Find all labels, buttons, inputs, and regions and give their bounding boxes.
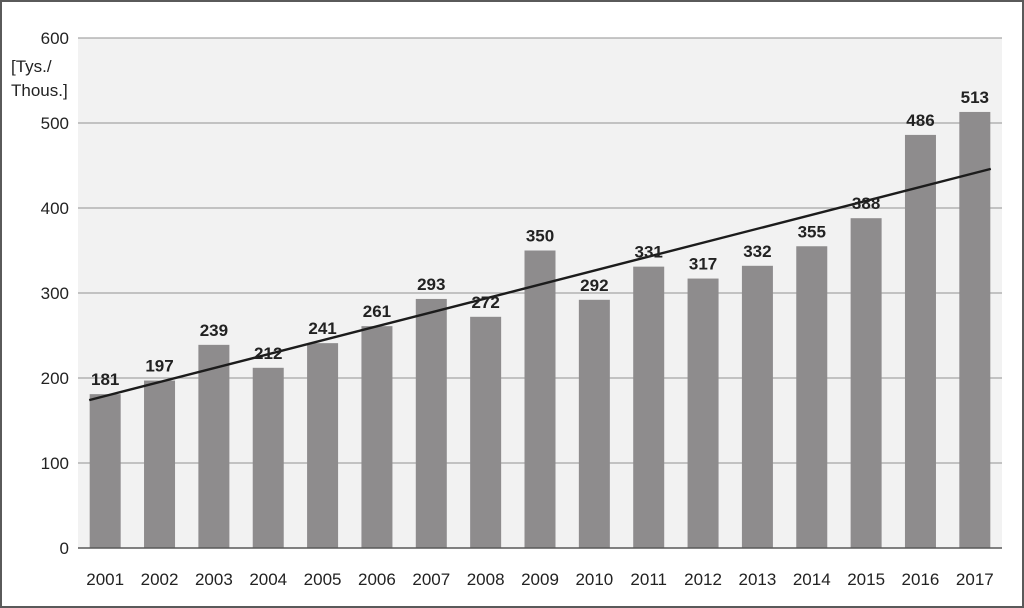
bar-2006 bbox=[361, 326, 393, 548]
data-label-2007: 293 bbox=[417, 275, 445, 294]
x-tick-label: 2009 bbox=[521, 570, 559, 589]
x-tick-label: 2015 bbox=[847, 570, 885, 589]
y-tick-label: 500 bbox=[41, 114, 69, 133]
bar-2013 bbox=[741, 265, 773, 548]
x-tick-label: 2001 bbox=[86, 570, 124, 589]
bar-2002 bbox=[144, 380, 176, 548]
bar-2003 bbox=[198, 344, 230, 548]
data-label-2005: 241 bbox=[308, 319, 336, 338]
data-label-2006: 261 bbox=[363, 302, 391, 321]
x-tick-label: 2014 bbox=[793, 570, 831, 589]
data-label-2013: 332 bbox=[743, 242, 771, 261]
data-label-2001: 181 bbox=[91, 370, 119, 389]
data-label-2011: 331 bbox=[635, 243, 663, 262]
bar-2007 bbox=[415, 298, 447, 548]
bar-2012 bbox=[687, 278, 719, 548]
x-tick-label: 2013 bbox=[738, 570, 776, 589]
data-label-2012: 317 bbox=[689, 255, 717, 274]
data-label-2009: 350 bbox=[526, 227, 554, 246]
data-label-2017: 513 bbox=[961, 88, 989, 107]
x-tick-label: 2006 bbox=[358, 570, 396, 589]
data-label-2008: 272 bbox=[471, 293, 499, 312]
y-tick-label: 600 bbox=[41, 29, 69, 48]
trend-line bbox=[88, 167, 992, 402]
x-tick-label: 2012 bbox=[684, 570, 722, 589]
data-label-2015: 388 bbox=[852, 194, 880, 213]
data-label-2014: 355 bbox=[798, 222, 826, 241]
x-tick-label: 2016 bbox=[902, 570, 940, 589]
y-tick-label: 200 bbox=[41, 369, 69, 388]
bar-2004 bbox=[252, 367, 284, 548]
y-tick-label: 100 bbox=[41, 454, 69, 473]
x-tick-label: 2011 bbox=[630, 570, 667, 589]
bar-2015 bbox=[850, 218, 882, 548]
bar-2016 bbox=[904, 134, 936, 548]
x-tick-label: 2005 bbox=[304, 570, 342, 589]
y-tick-label: 300 bbox=[41, 284, 69, 303]
x-tick-label: 2002 bbox=[141, 570, 179, 589]
x-tick-label: 2008 bbox=[467, 570, 505, 589]
x-tick-label: 2003 bbox=[195, 570, 233, 589]
bar-2017 bbox=[959, 111, 991, 548]
x-tick-label: 2017 bbox=[956, 570, 994, 589]
bar-2014 bbox=[796, 246, 828, 548]
y-axis-unit-line-2: Thous.] bbox=[11, 81, 68, 100]
bar-2001 bbox=[89, 394, 121, 548]
bar-2009 bbox=[524, 250, 556, 548]
data-label-2003: 239 bbox=[200, 321, 228, 340]
data-label-2002: 197 bbox=[145, 357, 173, 376]
x-axis-ticks: 2001 2002 2003 2004 2005 2006 2007 2008 2009 2010… bbox=[86, 570, 993, 589]
y-axis-ticks: 0 100 200 300 400 500 600 bbox=[41, 29, 69, 558]
data-labels: 181 197 239 212 241 261 293 272 350 292 331 317 332 3… bbox=[91, 88, 989, 389]
data-label-2010: 292 bbox=[580, 276, 608, 295]
bar-2005 bbox=[307, 343, 339, 548]
y-tick-label: 0 bbox=[60, 539, 69, 558]
bar-2011 bbox=[633, 266, 665, 548]
data-label-2004: 212 bbox=[254, 344, 282, 363]
y-axis-unit-line-1: [Tys./ bbox=[11, 57, 52, 76]
bars bbox=[89, 111, 991, 548]
bar-2008 bbox=[470, 316, 502, 548]
x-tick-label: 2007 bbox=[412, 570, 450, 589]
data-label-2016: 486 bbox=[906, 111, 934, 130]
x-tick-label: 2010 bbox=[575, 570, 613, 589]
x-tick-label: 2004 bbox=[249, 570, 287, 589]
y-tick-label: 400 bbox=[41, 199, 69, 218]
bar-2010 bbox=[578, 299, 610, 548]
